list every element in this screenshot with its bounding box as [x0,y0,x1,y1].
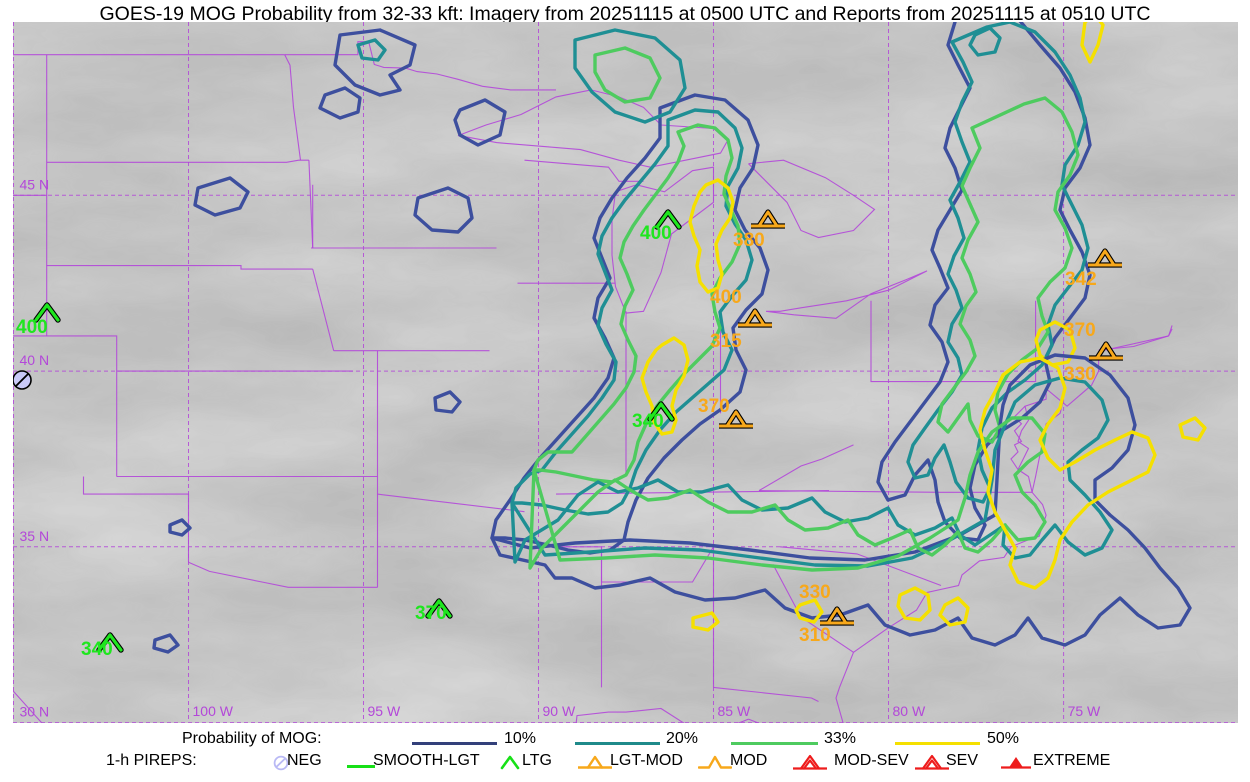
svg-text:340: 340 [81,639,113,660]
svg-text:340: 340 [632,411,664,432]
svg-text:342: 342 [1065,269,1097,290]
svg-text:80 W: 80 W [893,703,926,719]
svg-text:400: 400 [16,317,48,338]
svg-text:100 W: 100 W [193,703,234,719]
svg-text:85 W: 85 W [718,703,751,719]
svg-text:315: 315 [710,331,742,352]
svg-text:75 W: 75 W [1068,703,1101,719]
svg-text:400: 400 [710,287,742,308]
svg-text:330: 330 [1064,364,1096,385]
svg-text:370: 370 [1064,320,1096,341]
svg-text:30 N: 30 N [20,704,50,720]
svg-text:400: 400 [640,223,672,244]
svg-text:35 N: 35 N [20,528,50,544]
svg-text:40 N: 40 N [20,352,50,368]
svg-text:90 W: 90 W [543,703,576,719]
svg-text:95 W: 95 W [368,703,401,719]
svg-text:370: 370 [415,603,447,624]
svg-text:310: 310 [799,625,831,646]
svg-text:370: 370 [698,396,730,417]
svg-text:380: 380 [733,230,765,251]
svg-text:330: 330 [799,582,831,603]
svg-text:45 N: 45 N [20,176,50,192]
